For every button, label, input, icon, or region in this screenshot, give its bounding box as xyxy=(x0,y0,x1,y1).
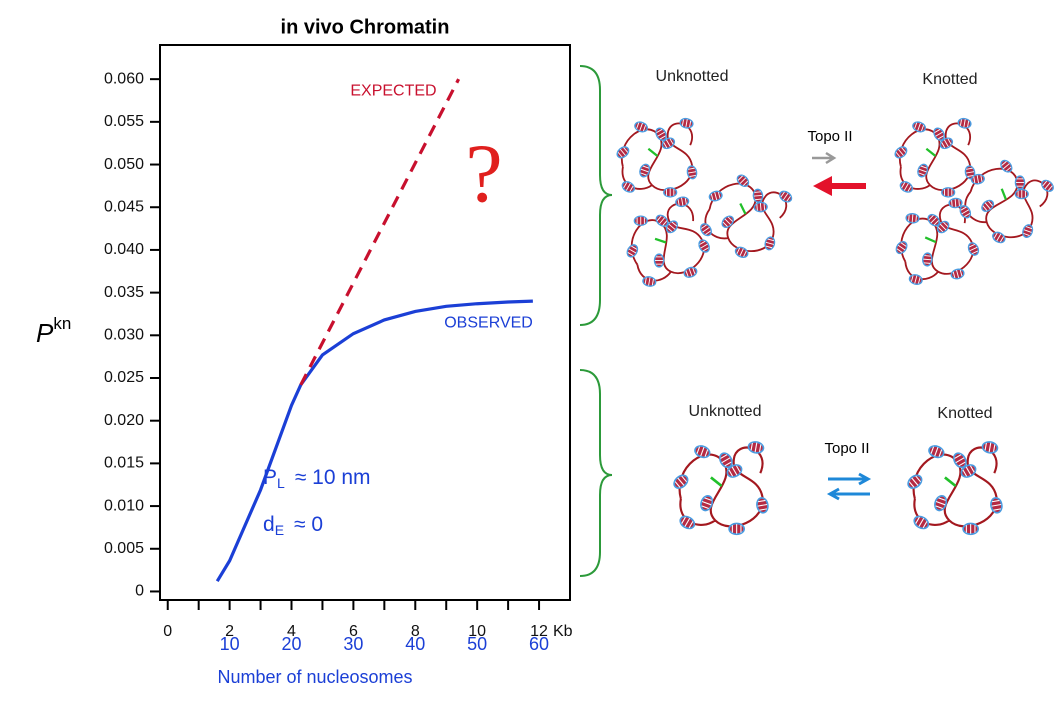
chromatin xyxy=(615,118,697,197)
series-label: OBSERVED xyxy=(444,314,533,331)
y-tick-label: 0.005 xyxy=(104,540,144,557)
series-label: EXPECTED xyxy=(350,82,436,99)
brace xyxy=(580,66,612,325)
x2-tick-label: 10 xyxy=(220,634,240,654)
annotation-suffix: ≈ 0 xyxy=(294,513,323,536)
y-tick-label: 0.025 xyxy=(104,369,144,386)
y-tick-label: 0.030 xyxy=(104,327,144,344)
x-unit: Kb xyxy=(553,623,573,640)
chromatin xyxy=(613,193,718,296)
chromatin xyxy=(906,441,1003,534)
annotation-subscript: E xyxy=(275,522,284,538)
y-label-main: P xyxy=(36,318,54,348)
annotation-subscript: L xyxy=(277,475,285,491)
y-tick-label: 0.035 xyxy=(104,284,144,301)
x-tick-label: 0 xyxy=(163,623,172,640)
y-tick-label: 0 xyxy=(135,583,144,600)
y-tick-label: 0.060 xyxy=(104,70,144,87)
label-knotted: Knotted xyxy=(937,405,992,422)
x2-tick-label: 30 xyxy=(343,634,363,654)
arrow xyxy=(828,474,868,484)
chromatin xyxy=(893,118,975,197)
electrostatic-diameter: dE ≈ 0 xyxy=(263,513,323,538)
chart-title: in vivo Chromatin xyxy=(281,16,450,38)
x2-axis-label: Number of nucleosomes xyxy=(217,667,412,687)
label-unknotted: Unknotted xyxy=(689,403,762,420)
chromatin xyxy=(885,195,985,293)
x2-tick-label: 50 xyxy=(467,634,487,654)
x2-tick-label: 20 xyxy=(281,634,301,654)
label-knotted: Knotted xyxy=(922,71,977,88)
series-line xyxy=(301,79,459,385)
y-tick-label: 0.020 xyxy=(104,412,144,429)
diagram: Unknotted Knotted Topo II Unknotted Knot… xyxy=(580,66,1060,576)
question-mark: ? xyxy=(465,127,502,220)
arrow xyxy=(812,153,834,163)
y-tick-label: 0.040 xyxy=(104,241,144,258)
y-tick-label: 0.010 xyxy=(104,497,144,514)
chromatin xyxy=(949,145,1060,255)
y-axis-label: Pkn xyxy=(36,314,71,347)
x2-tick-label: 40 xyxy=(405,634,425,654)
persistence-length: PL≈ 10 nm xyxy=(263,466,371,491)
x2-tick-label: 60 xyxy=(529,634,549,654)
annotation-suffix: ≈ 10 nm xyxy=(295,466,371,489)
label-topo: Topo II xyxy=(807,128,852,145)
series-line xyxy=(217,301,533,581)
label-topo: Topo II xyxy=(824,440,869,457)
brace xyxy=(580,370,612,576)
label-unknotted: Unknotted xyxy=(656,68,729,85)
figure: in vivo Chromatin Pkn Kb Number of nucle… xyxy=(0,0,1062,716)
arrow xyxy=(830,489,870,499)
y-label-superscript: kn xyxy=(53,314,71,333)
chromatin xyxy=(672,441,769,534)
y-tick-label: 0.055 xyxy=(104,113,144,130)
arrow xyxy=(813,176,866,196)
y-tick-label: 0.045 xyxy=(104,198,144,215)
annotation-text: d xyxy=(263,513,275,536)
y-tick-label: 0.015 xyxy=(104,455,144,472)
y-tick-label: 0.050 xyxy=(104,156,144,173)
